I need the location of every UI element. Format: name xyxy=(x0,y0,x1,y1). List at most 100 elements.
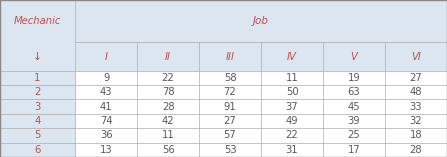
Text: III: III xyxy=(226,51,235,62)
Bar xyxy=(75,143,137,157)
Text: 9: 9 xyxy=(103,73,109,83)
Text: 49: 49 xyxy=(286,116,298,126)
Text: 4: 4 xyxy=(34,116,41,126)
Text: 11: 11 xyxy=(286,73,299,83)
Text: 3: 3 xyxy=(34,102,41,112)
Bar xyxy=(75,128,137,143)
Bar xyxy=(75,42,137,71)
Bar xyxy=(199,85,261,99)
Bar xyxy=(385,42,447,71)
Bar xyxy=(137,71,199,85)
Text: 56: 56 xyxy=(162,145,174,155)
Bar xyxy=(199,128,261,143)
Text: IV: IV xyxy=(287,51,297,62)
Text: 28: 28 xyxy=(162,102,174,112)
Bar xyxy=(0,71,75,85)
Bar xyxy=(261,114,323,128)
Bar xyxy=(137,85,199,99)
Bar xyxy=(75,114,137,128)
Bar xyxy=(323,99,385,114)
Bar xyxy=(261,85,323,99)
Text: 2: 2 xyxy=(34,87,41,97)
Bar xyxy=(199,71,261,85)
Text: V: V xyxy=(350,51,358,62)
Text: 63: 63 xyxy=(348,87,360,97)
Text: 22: 22 xyxy=(162,73,174,83)
Text: 19: 19 xyxy=(348,73,360,83)
Bar xyxy=(385,128,447,143)
Text: Job: Job xyxy=(253,16,269,26)
Bar xyxy=(75,99,137,114)
Bar xyxy=(323,85,385,99)
Text: 11: 11 xyxy=(162,130,174,140)
Bar xyxy=(75,71,137,85)
Text: 37: 37 xyxy=(286,102,298,112)
Bar xyxy=(323,71,385,85)
Text: 6: 6 xyxy=(34,145,41,155)
Text: 53: 53 xyxy=(224,145,236,155)
Bar xyxy=(261,71,323,85)
Bar xyxy=(0,0,75,71)
Bar xyxy=(137,114,199,128)
Bar xyxy=(137,128,199,143)
Bar xyxy=(323,143,385,157)
Text: 72: 72 xyxy=(224,87,236,97)
Text: 27: 27 xyxy=(224,116,236,126)
Bar xyxy=(0,99,75,114)
Bar xyxy=(75,85,137,99)
Text: 27: 27 xyxy=(409,73,422,83)
Bar xyxy=(385,114,447,128)
Text: 5: 5 xyxy=(34,130,41,140)
Bar xyxy=(385,71,447,85)
Bar xyxy=(0,128,75,143)
Bar xyxy=(323,128,385,143)
Text: 39: 39 xyxy=(348,116,360,126)
Text: 28: 28 xyxy=(410,145,422,155)
Text: 18: 18 xyxy=(410,130,422,140)
Bar xyxy=(261,128,323,143)
Bar xyxy=(199,99,261,114)
Bar xyxy=(385,99,447,114)
Text: 33: 33 xyxy=(410,102,422,112)
Text: 78: 78 xyxy=(162,87,174,97)
Text: 42: 42 xyxy=(162,116,174,126)
Bar xyxy=(137,42,199,71)
Bar xyxy=(0,143,75,157)
Text: ↓: ↓ xyxy=(33,51,42,62)
Text: 91: 91 xyxy=(224,102,236,112)
Text: 43: 43 xyxy=(100,87,112,97)
Bar xyxy=(385,85,447,99)
Text: 58: 58 xyxy=(224,73,236,83)
Text: 74: 74 xyxy=(100,116,112,126)
Bar xyxy=(199,114,261,128)
Bar xyxy=(323,114,385,128)
Text: 36: 36 xyxy=(100,130,112,140)
Text: 50: 50 xyxy=(286,87,298,97)
Text: VI: VI xyxy=(411,51,421,62)
Bar xyxy=(199,42,261,71)
Bar xyxy=(261,42,323,71)
Bar xyxy=(0,114,75,128)
Bar xyxy=(261,99,323,114)
Text: 31: 31 xyxy=(286,145,298,155)
Bar xyxy=(0,85,75,99)
Bar xyxy=(75,0,447,42)
Text: 32: 32 xyxy=(410,116,422,126)
Text: II: II xyxy=(165,51,171,62)
Text: 45: 45 xyxy=(348,102,360,112)
Text: I: I xyxy=(105,51,108,62)
Text: 57: 57 xyxy=(224,130,236,140)
Bar xyxy=(323,42,385,71)
Bar xyxy=(385,143,447,157)
Text: 48: 48 xyxy=(410,87,422,97)
Text: Mechanic: Mechanic xyxy=(14,16,61,26)
Text: 25: 25 xyxy=(348,130,360,140)
Text: 17: 17 xyxy=(348,145,360,155)
Bar xyxy=(137,143,199,157)
Bar xyxy=(261,143,323,157)
Text: 41: 41 xyxy=(100,102,112,112)
Text: 1: 1 xyxy=(34,73,41,83)
Text: 22: 22 xyxy=(286,130,299,140)
Text: 13: 13 xyxy=(100,145,112,155)
Bar xyxy=(137,99,199,114)
